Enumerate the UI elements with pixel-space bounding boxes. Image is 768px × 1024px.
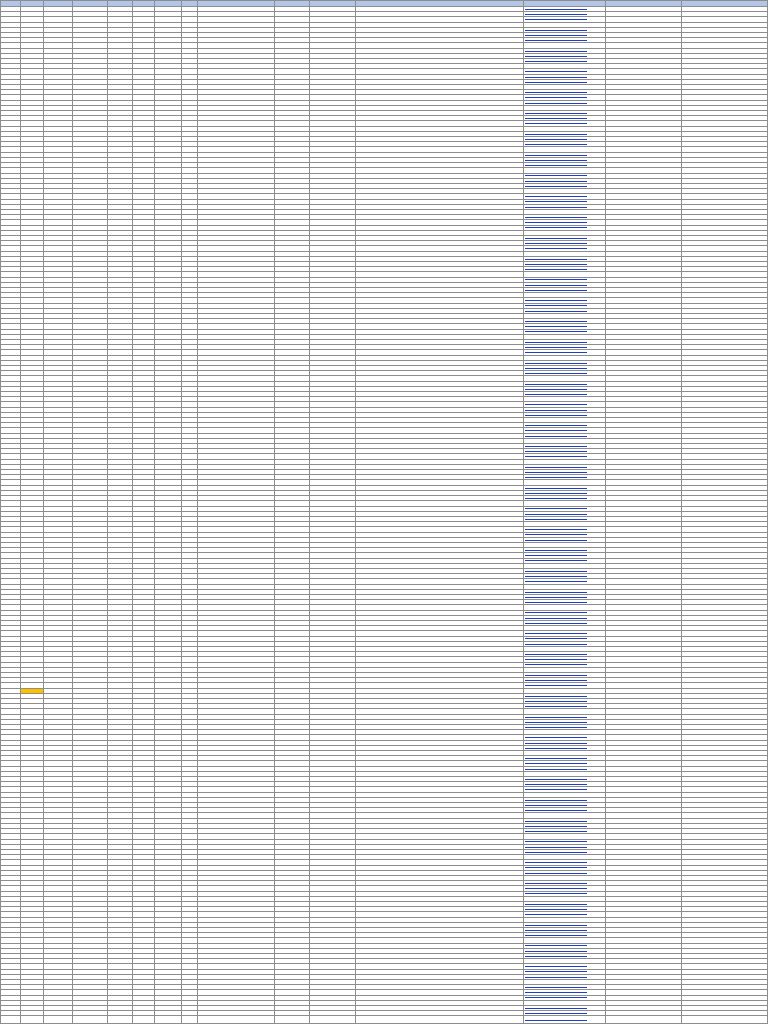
table-cell[interactable] bbox=[0, 1015, 22, 1024]
table-row bbox=[0, 671, 768, 679]
table-cell[interactable] bbox=[72, 1015, 109, 1024]
table-row bbox=[0, 162, 768, 169]
table-row bbox=[0, 370, 768, 377]
table-row bbox=[0, 541, 768, 549]
table-row bbox=[0, 11, 768, 18]
table-row bbox=[0, 130, 768, 138]
table-row bbox=[0, 900, 768, 908]
table-row bbox=[0, 312, 768, 320]
table-cell[interactable] bbox=[132, 1015, 155, 1024]
table-row bbox=[0, 292, 768, 299]
table-row bbox=[0, 604, 768, 611]
table-row bbox=[0, 364, 768, 372]
table-cell[interactable] bbox=[274, 1015, 311, 1024]
table-row bbox=[0, 796, 768, 804]
table-row bbox=[0, 1004, 768, 1012]
table-cell[interactable] bbox=[274, 1010, 311, 1017]
table-row bbox=[0, 994, 768, 1001]
table-row bbox=[0, 573, 768, 580]
table-row bbox=[0, 687, 768, 694]
table-body bbox=[0, 5, 768, 1024]
table-row bbox=[0, 448, 768, 455]
table-row bbox=[0, 890, 768, 897]
table-row bbox=[0, 989, 768, 996]
table-row bbox=[0, 271, 768, 278]
table-row bbox=[0, 411, 768, 419]
table-cell[interactable] bbox=[354, 1015, 525, 1024]
table-row bbox=[0, 63, 768, 70]
table-row bbox=[0, 776, 768, 783]
table-row bbox=[0, 947, 768, 954]
table-cell[interactable] bbox=[180, 1015, 198, 1024]
table-row bbox=[0, 692, 768, 700]
table-cell[interactable] bbox=[132, 1010, 155, 1017]
table-row bbox=[0, 401, 768, 408]
table-cell[interactable] bbox=[0, 1010, 22, 1017]
table-row bbox=[0, 286, 768, 294]
table-row bbox=[0, 484, 768, 491]
table-row bbox=[0, 843, 768, 850]
table-cell[interactable] bbox=[604, 1010, 683, 1017]
table-cell[interactable] bbox=[196, 1010, 276, 1017]
table-row bbox=[0, 666, 768, 674]
table-row bbox=[0, 1015, 768, 1024]
table-cell[interactable] bbox=[153, 1015, 182, 1024]
table-row bbox=[0, 333, 768, 341]
table-row bbox=[0, 932, 768, 939]
table-cell[interactable] bbox=[196, 1015, 276, 1024]
link-cell[interactable] bbox=[523, 1015, 606, 1024]
table-cell[interactable] bbox=[42, 1010, 74, 1017]
table-cell[interactable] bbox=[604, 1015, 683, 1024]
table-row bbox=[0, 474, 768, 481]
table-row bbox=[0, 307, 768, 315]
table-cell[interactable] bbox=[20, 1015, 44, 1024]
table-row bbox=[0, 349, 768, 356]
table-cell[interactable] bbox=[681, 1015, 768, 1024]
table-cell[interactable] bbox=[681, 1010, 768, 1017]
table-cell[interactable] bbox=[309, 1015, 356, 1024]
table-cell[interactable] bbox=[42, 1015, 74, 1024]
table-cell[interactable] bbox=[107, 1015, 134, 1024]
table-row bbox=[0, 869, 768, 876]
table-row bbox=[0, 385, 768, 393]
table-row bbox=[0, 1010, 768, 1017]
table-cell[interactable] bbox=[180, 1010, 198, 1017]
